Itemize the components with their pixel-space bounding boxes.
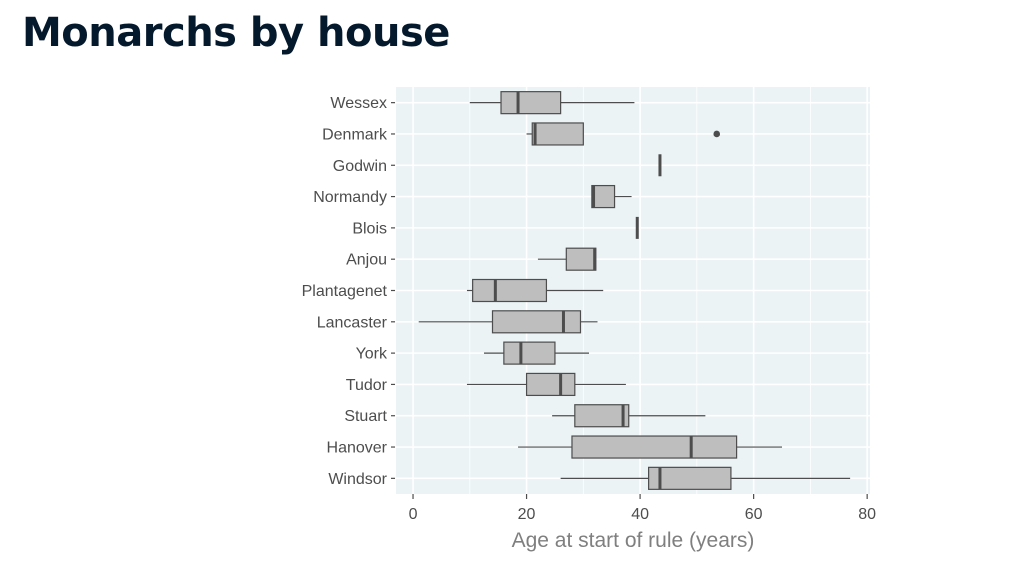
y-tick-label: Denmark bbox=[322, 126, 388, 143]
iqr-box bbox=[648, 466, 732, 490]
x-tick-label: 20 bbox=[518, 506, 536, 523]
box-stuart bbox=[552, 404, 706, 428]
iqr-box bbox=[525, 372, 576, 397]
major-gridlines bbox=[396, 87, 870, 494]
iqr-box bbox=[565, 247, 597, 271]
y-tick-label: Lancaster bbox=[317, 314, 388, 331]
page-title: Monarchs by house bbox=[22, 10, 450, 56]
outlier-point bbox=[713, 130, 721, 138]
y-axis: Wessex Denmark Godwin Normandy Blois Anjou Pla… bbox=[302, 95, 395, 488]
x-tick-label: 80 bbox=[858, 506, 876, 523]
x-tick-label: 0 bbox=[409, 506, 418, 523]
y-tick-label: Tudor bbox=[346, 377, 388, 394]
box-york bbox=[483, 341, 590, 365]
iqr-box bbox=[591, 184, 616, 209]
iqr-box bbox=[503, 341, 556, 365]
y-tick-label: Wessex bbox=[330, 95, 387, 112]
iqr-box bbox=[500, 91, 562, 115]
iqr-box bbox=[571, 435, 738, 459]
box-denmark bbox=[526, 122, 721, 146]
box-windsor bbox=[560, 466, 851, 490]
y-tick-label: Hanover bbox=[327, 440, 388, 457]
y-tick-label: York bbox=[356, 346, 388, 363]
y-tick-label: Normandy bbox=[313, 189, 387, 206]
x-tick-label: 40 bbox=[631, 506, 649, 523]
box-plantagenet bbox=[466, 278, 604, 303]
box-hanover bbox=[518, 435, 783, 459]
iqr-box bbox=[531, 122, 584, 146]
box-tudor bbox=[466, 372, 626, 397]
iqr-box bbox=[472, 278, 548, 303]
y-tick-label: Blois bbox=[352, 220, 387, 237]
box-anjou bbox=[537, 247, 597, 271]
box-wessex bbox=[469, 91, 635, 115]
y-tick-label: Anjou bbox=[346, 252, 387, 269]
box-normandy bbox=[591, 184, 632, 209]
y-tick-label: Plantagenet bbox=[302, 283, 388, 300]
y-tick-label: Windsor bbox=[328, 471, 387, 488]
iqr-box bbox=[574, 404, 630, 428]
iqr-box bbox=[491, 310, 582, 334]
x-axis: 0 20 40 60 80 bbox=[409, 494, 876, 523]
x-tick-label: 60 bbox=[745, 506, 763, 523]
x-axis-title: Age at start of rule (years) bbox=[512, 529, 755, 552]
y-tick-label: Godwin bbox=[333, 158, 387, 175]
y-tick-label: Stuart bbox=[344, 408, 387, 425]
box-series bbox=[418, 91, 851, 490]
box-lancaster bbox=[418, 310, 598, 334]
